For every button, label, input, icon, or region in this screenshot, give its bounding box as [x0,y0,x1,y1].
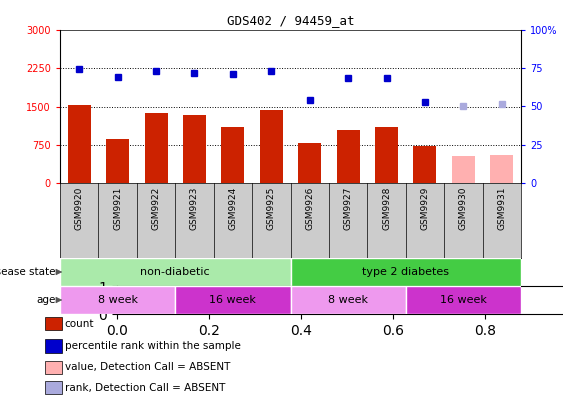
Bar [106,139,129,183]
Text: 16 week: 16 week [209,295,256,305]
Text: GSM9921: GSM9921 [113,187,122,230]
Text: GSM9928: GSM9928 [382,187,391,230]
Text: count: count [65,319,94,329]
Text: GSM9926: GSM9926 [305,187,314,230]
Text: GSM9931: GSM9931 [497,187,506,230]
Text: value, Detection Call = ABSENT: value, Detection Call = ABSENT [65,362,230,372]
Bar [375,128,398,183]
Bar [183,115,206,183]
Bar [45,339,62,352]
Bar [175,286,291,314]
Bar [291,286,406,314]
Bar [45,317,62,330]
Text: type 2 diabetes: type 2 diabetes [362,267,449,277]
Bar [45,361,62,374]
Text: non-diabetic: non-diabetic [140,267,210,277]
Bar [60,286,175,314]
Text: GSM9923: GSM9923 [190,187,199,230]
Bar [221,127,244,183]
Bar [45,381,62,394]
Text: 8 week: 8 week [97,295,137,305]
Bar [68,105,91,183]
Text: rank, Detection Call = ABSENT: rank, Detection Call = ABSENT [65,383,225,393]
Bar [490,156,513,183]
Bar [413,146,436,183]
Text: GSM9930: GSM9930 [459,187,468,230]
Text: GSM9927: GSM9927 [343,187,352,230]
Bar [145,112,168,183]
Bar [452,156,475,183]
Text: 16 week: 16 week [440,295,487,305]
Title: GDS402 / 94459_at: GDS402 / 94459_at [227,14,354,27]
Text: disease state: disease state [0,267,55,277]
Text: GSM9925: GSM9925 [267,187,276,230]
Text: GSM9929: GSM9929 [421,187,430,230]
Bar [406,286,521,314]
Text: 8 week: 8 week [328,295,368,305]
Text: GSM9922: GSM9922 [151,187,160,230]
Text: GSM9924: GSM9924 [229,187,238,230]
Bar [291,258,521,286]
Bar [337,130,360,183]
Text: percentile rank within the sample: percentile rank within the sample [65,341,240,351]
Bar [298,143,321,183]
Text: age: age [36,295,55,305]
Bar [60,258,291,286]
Bar [260,110,283,183]
Text: GSM9920: GSM9920 [75,187,84,230]
